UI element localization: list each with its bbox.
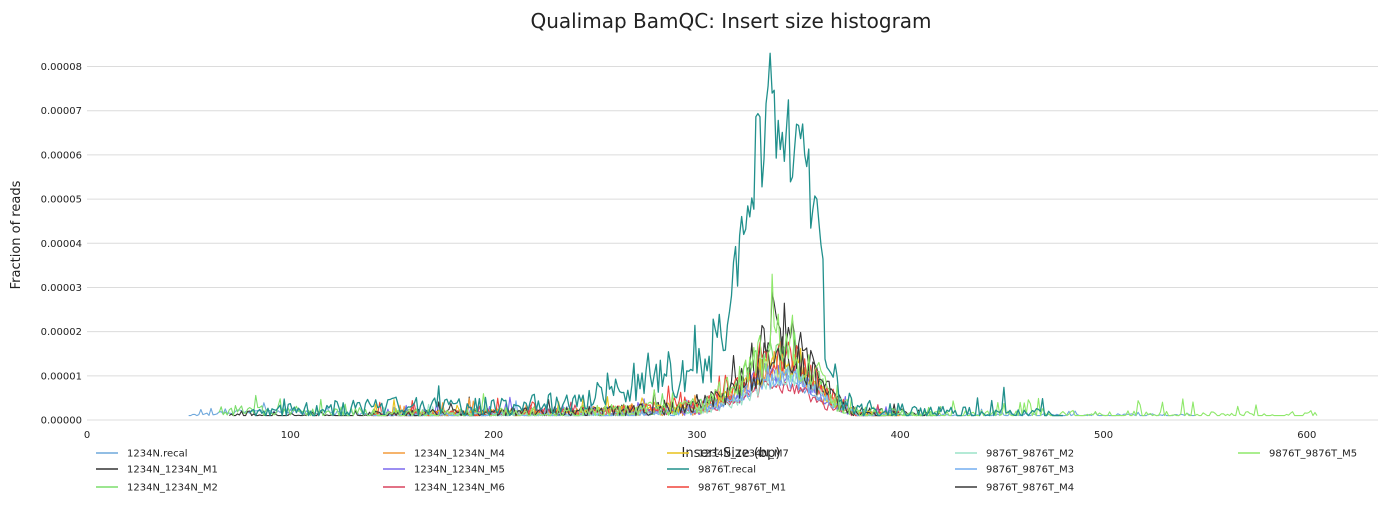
grid-lines: [87, 66, 1378, 421]
y-tick-label: 0.00008: [41, 62, 82, 73]
y-tick-label: 0.00001: [41, 371, 82, 382]
legend-label: 1234N_1234N_M4: [414, 449, 505, 460]
y-tick-label: 0.00000: [41, 416, 82, 427]
legend-label: 9876T.recal: [698, 465, 756, 476]
y-tick-label: 0.00002: [41, 327, 82, 338]
y-axis-label: Fraction of reads: [9, 180, 24, 289]
y-tick-label: 0.00006: [41, 150, 82, 161]
x-tick-label: 400: [891, 430, 910, 441]
legend-label: 1234N_1234N_M7: [698, 449, 789, 460]
legend-label: 9876T_9876T_M2: [986, 449, 1074, 460]
y-axis-ticks: 0.00000 0.00001 0.00002 0.00003 0.00004 0.000…: [41, 62, 82, 426]
y-tick-label: 0.00005: [41, 195, 82, 206]
series-lines: [188, 52, 1318, 417]
legend-label: 1234N_1234N_M5: [414, 465, 505, 476]
x-tick-label: 100: [281, 430, 300, 441]
x-tick-label: 0: [84, 430, 90, 441]
series-line: [371, 273, 1318, 417]
x-axis-label: Insert Size (bp): [682, 446, 781, 461]
x-tick-label: 500: [1094, 430, 1113, 441]
series-line: [228, 291, 942, 417]
x-axis-ticks: 0 100 200 300 400 500 600: [84, 430, 1317, 441]
legend-label: 9876T_9876T_M4: [986, 483, 1074, 494]
y-tick-label: 0.00007: [41, 106, 82, 117]
series-line: [249, 52, 1063, 417]
y-tick-label: 0.00004: [41, 239, 82, 250]
legend-label: 9876T_9876T_M1: [698, 483, 786, 494]
x-tick-label: 300: [687, 430, 706, 441]
legend-label: 1234N.recal: [127, 449, 188, 460]
legend-label: 1234N_1234N_M6: [414, 483, 505, 494]
y-tick-label: 0.00003: [41, 283, 82, 294]
legend-label: 1234N_1234N_M1: [127, 465, 218, 476]
legend-label: 9876T_9876T_M5: [1269, 449, 1357, 460]
chart-title: Qualimap BamQC: Insert size histogram: [530, 9, 931, 33]
x-tick-label: 200: [484, 430, 503, 441]
x-tick-label: 600: [1297, 430, 1316, 441]
legend-label: 9876T_9876T_M3: [986, 465, 1074, 476]
legend: 1234N.recal 1234N_1234N_M1 1234N_1234N_M2 1…: [96, 449, 1357, 494]
legend-label: 1234N_1234N_M2: [127, 483, 218, 494]
